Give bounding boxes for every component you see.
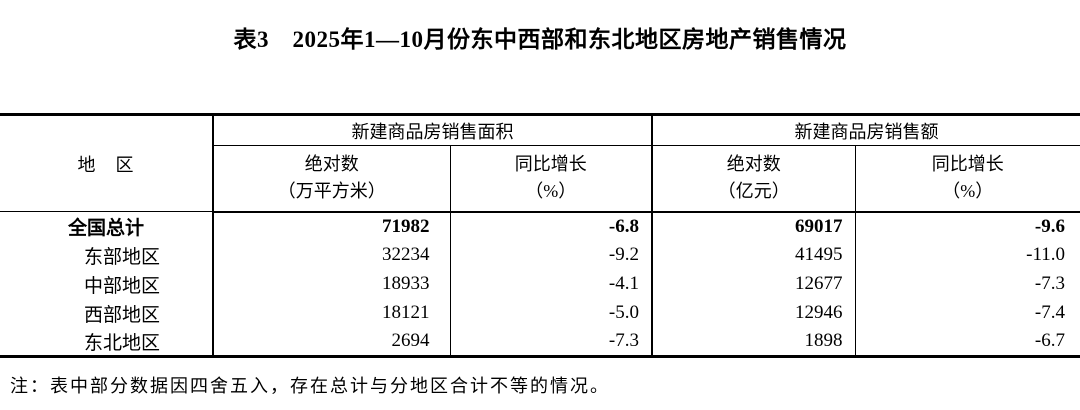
amount-growth-value: -7.3 bbox=[1034, 273, 1065, 294]
amount-absolute-value: 41495 bbox=[652, 240, 856, 270]
amount-absolute-value: 12677 bbox=[652, 269, 856, 299]
area-growth-value: -7.3 bbox=[450, 327, 653, 358]
amount-absolute-value: 12946 bbox=[652, 298, 856, 328]
col-header-amount-absolute: 绝对数 （亿元） bbox=[652, 145, 856, 213]
col-header-label: 绝对数 bbox=[304, 154, 359, 175]
amount-absolute-value: 69017 bbox=[652, 211, 856, 241]
region-label: 东北地区 bbox=[0, 327, 214, 358]
area-absolute-value: 18933 bbox=[213, 269, 451, 299]
region-label: 西部地区 bbox=[0, 298, 214, 328]
amount-growth-value: -7.4 bbox=[1034, 302, 1065, 323]
col-header-area-growth: 同比增长 （%） bbox=[450, 145, 653, 213]
area-growth-value: -9.2 bbox=[450, 240, 653, 270]
group-header-sales-area: 新建商品房销售面积 bbox=[213, 114, 653, 146]
amount-growth-value: -11.0 bbox=[1026, 244, 1065, 265]
col-header-unit: （亿元） bbox=[717, 181, 790, 202]
col-header-unit: （%） bbox=[942, 181, 994, 202]
amount-absolute-value: 1898 bbox=[652, 327, 856, 358]
col-header-unit: （万平方米） bbox=[277, 181, 386, 202]
table-title: 表3 2025年1—10月份东中西部和东北地区房地产销售情况 bbox=[233, 27, 847, 52]
region-label: 中部地区 bbox=[0, 269, 214, 299]
group-header-sales-amount: 新建商品房销售额 bbox=[652, 114, 1080, 146]
area-absolute-value: 32234 bbox=[213, 240, 451, 270]
table-row-national-total: 全国总计 71982 -6.8 69017 -9.6 bbox=[0, 211, 1080, 241]
region-label: 东部地区 bbox=[0, 240, 214, 270]
col-header-region: 地 区 bbox=[0, 114, 214, 212]
col-header-unit: （%） bbox=[525, 181, 577, 202]
area-absolute-value: 2694 bbox=[213, 327, 451, 358]
amount-growth-value: -9.6 bbox=[1034, 215, 1065, 237]
col-header-amount-growth: 同比增长 （%） bbox=[855, 145, 1080, 213]
area-growth-value: -4.1 bbox=[450, 269, 653, 299]
table-note: 注：表中部分数据因四舍五入，存在总计与分地区合计不等的情况。 bbox=[10, 376, 610, 396]
region-label: 全国总计 bbox=[0, 211, 214, 241]
area-absolute-value: 71982 bbox=[213, 211, 451, 241]
col-header-area-absolute: 绝对数 （万平方米） bbox=[213, 145, 451, 213]
table-row-east: 东部地区 32234 -9.2 41495 -11.0 bbox=[0, 240, 1080, 270]
table-row-central: 中部地区 18933 -4.1 12677 -7.3 bbox=[0, 269, 1080, 299]
area-growth-value: -6.8 bbox=[450, 211, 653, 241]
col-header-label: 绝对数 bbox=[726, 154, 781, 175]
area-growth-value: -5.0 bbox=[450, 298, 653, 328]
regional-sales-table: 地 区 新建商品房销售面积 新建商品房销售额 绝对数 （万平方米） 同比增长 （… bbox=[0, 113, 1080, 358]
sub-header-row: 绝对数 （万平方米） 同比增长 （%） 绝对数 （亿元） 同比增长 （%） bbox=[0, 145, 1080, 213]
area-absolute-value: 18121 bbox=[213, 298, 451, 328]
table-row-west: 西部地区 18121 -5.0 12946 -7.4 bbox=[0, 298, 1080, 328]
amount-growth-value: -6.7 bbox=[855, 327, 1080, 358]
group-header-row: 地 区 新建商品房销售面积 新建商品房销售额 bbox=[0, 114, 1080, 212]
col-header-label: 同比增长 bbox=[514, 154, 587, 175]
col-header-label: 同比增长 bbox=[931, 154, 1004, 175]
table-row-northeast: 东北地区 2694 -7.3 1898 -6.7 bbox=[0, 327, 1080, 358]
